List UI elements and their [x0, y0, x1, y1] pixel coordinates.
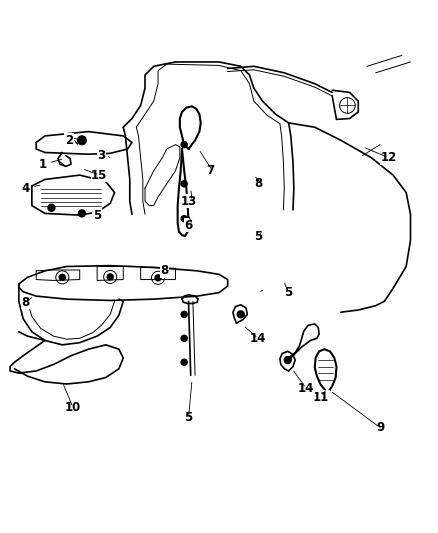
- Circle shape: [181, 359, 187, 365]
- Circle shape: [155, 275, 161, 281]
- Circle shape: [181, 142, 187, 148]
- Circle shape: [181, 335, 187, 341]
- Text: 3: 3: [97, 149, 106, 162]
- Circle shape: [181, 215, 187, 222]
- Text: 10: 10: [65, 401, 81, 415]
- Circle shape: [181, 311, 187, 318]
- Text: 14: 14: [298, 382, 314, 395]
- Text: 11: 11: [313, 391, 329, 403]
- Text: 13: 13: [180, 195, 197, 208]
- Text: 5: 5: [254, 230, 262, 243]
- Text: 8: 8: [254, 177, 262, 190]
- Text: 7: 7: [206, 164, 214, 177]
- Text: 5: 5: [184, 411, 193, 424]
- Text: 14: 14: [250, 332, 266, 345]
- Circle shape: [107, 274, 113, 280]
- Circle shape: [48, 204, 55, 211]
- Text: 5: 5: [93, 208, 101, 222]
- Circle shape: [78, 210, 85, 217]
- Text: 1: 1: [39, 158, 47, 171]
- Text: 4: 4: [21, 182, 29, 195]
- Text: 6: 6: [184, 219, 193, 232]
- Circle shape: [181, 181, 187, 187]
- Text: 9: 9: [376, 421, 384, 434]
- Text: 12: 12: [381, 151, 397, 164]
- Text: 8: 8: [160, 264, 169, 277]
- Circle shape: [59, 274, 65, 280]
- Text: 15: 15: [91, 168, 107, 182]
- Text: 5: 5: [285, 286, 293, 299]
- Circle shape: [284, 357, 291, 364]
- Text: 2: 2: [65, 134, 73, 147]
- Circle shape: [237, 311, 244, 318]
- Circle shape: [78, 136, 86, 144]
- Text: 8: 8: [21, 296, 29, 309]
